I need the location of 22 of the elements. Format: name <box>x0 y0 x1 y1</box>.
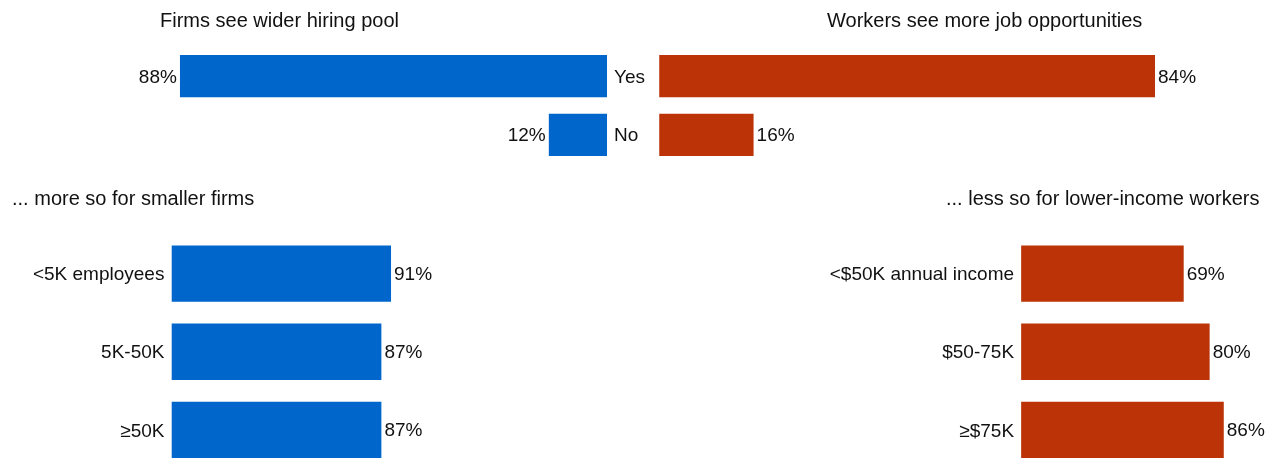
data-label: 12% <box>507 124 546 146</box>
data-label: 69% <box>1186 263 1225 285</box>
chart-title: Workers see more job opportunities <box>827 9 1143 31</box>
data-label: 87% <box>384 419 423 441</box>
data-label: 87% <box>384 341 423 363</box>
y-tick-label: $50-75K <box>942 341 1015 363</box>
data-label: 91% <box>394 263 433 285</box>
data-label: 88% <box>138 65 177 87</box>
y-tick-label: <5K employees <box>32 263 165 285</box>
chart-title: ... less so for lower-income workers <box>946 187 1260 209</box>
y-tick-label: 5K-50K <box>101 341 165 363</box>
y-tick-label: <$50K annual income <box>829 263 1015 285</box>
data-label: 16% <box>756 124 795 146</box>
data-label: 86% <box>1226 419 1265 441</box>
y-tick-label: ≥$75K <box>959 419 1015 441</box>
y-tick-label: Yes <box>614 65 646 87</box>
y-tick-label: ≥50K <box>120 419 165 441</box>
chart-title: Firms see wider hiring pool <box>160 9 399 31</box>
data-label: 80% <box>1212 341 1251 363</box>
chart-title: ... more so for smaller firms <box>12 187 255 209</box>
data-label: 84% <box>1158 65 1197 87</box>
y-tick-label: No <box>614 124 639 146</box>
